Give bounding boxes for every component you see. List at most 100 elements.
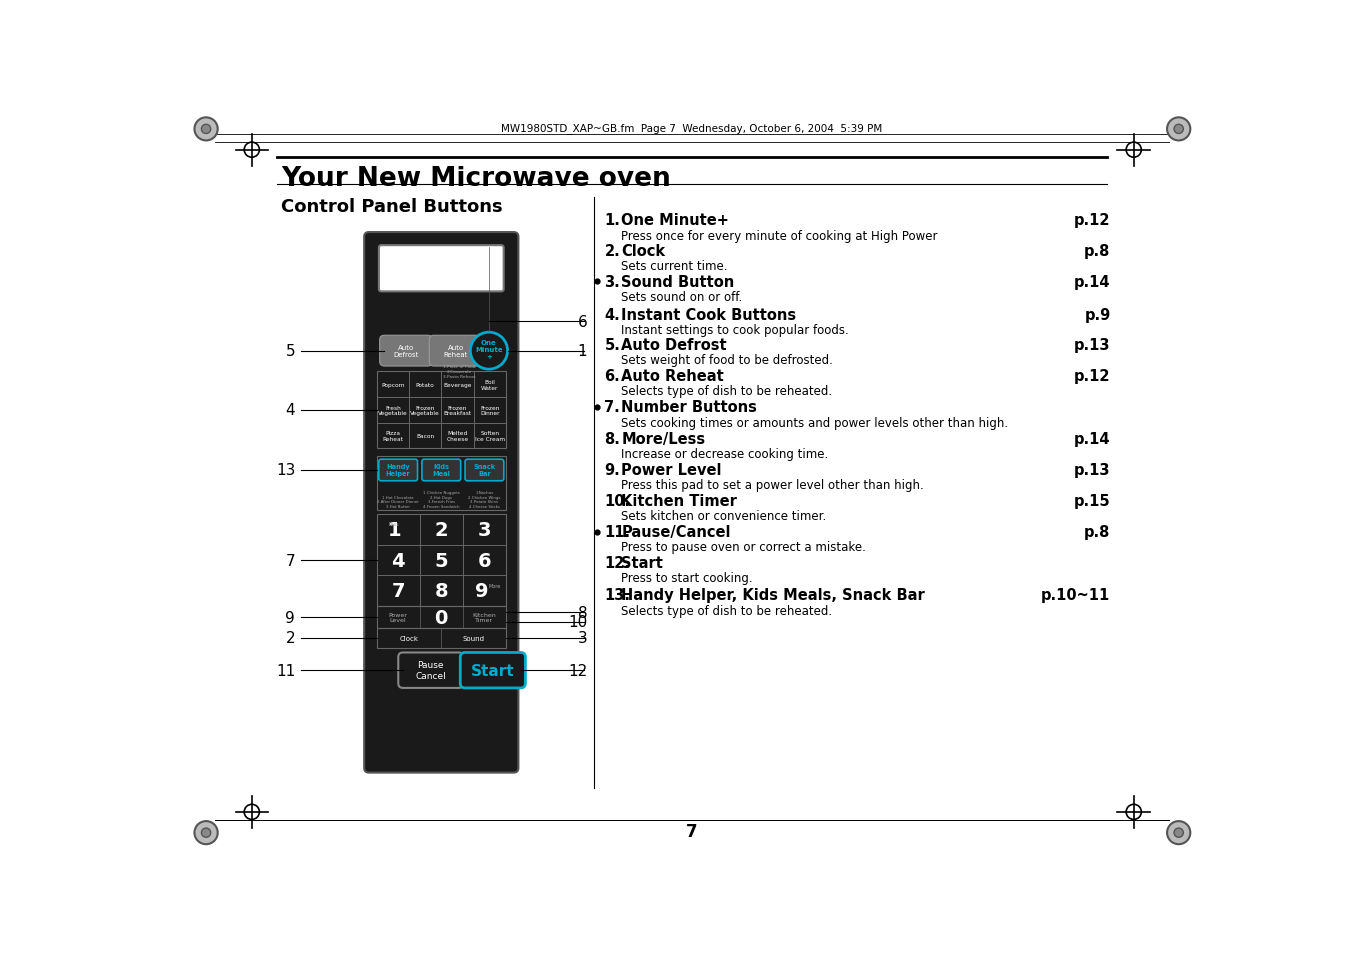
Text: 11.: 11.	[604, 524, 631, 539]
Text: 10.: 10.	[604, 493, 631, 508]
Text: p.12: p.12	[1074, 213, 1111, 228]
Circle shape	[1167, 821, 1190, 844]
Text: 8: 8	[435, 581, 449, 600]
Text: 7: 7	[686, 822, 698, 841]
Text: p.15: p.15	[1074, 493, 1111, 508]
Text: p.13: p.13	[1074, 337, 1111, 353]
FancyBboxPatch shape	[380, 335, 432, 367]
FancyBboxPatch shape	[465, 459, 504, 481]
Text: Start: Start	[471, 663, 515, 678]
Text: Frozen
Dinner: Frozen Dinner	[480, 405, 500, 416]
Circle shape	[1167, 118, 1190, 141]
Text: Control Panel Buttons: Control Panel Buttons	[281, 197, 503, 215]
Text: Fresh
Vegetable: Fresh Vegetable	[378, 405, 408, 416]
Text: p.13: p.13	[1074, 462, 1111, 477]
Text: 2: 2	[435, 520, 449, 539]
Text: 1.: 1.	[604, 213, 620, 228]
Text: 9: 9	[285, 610, 296, 625]
Text: p.14: p.14	[1074, 432, 1111, 446]
Text: Power Level: Power Level	[621, 462, 721, 477]
Text: p.8: p.8	[1084, 244, 1111, 259]
Text: 0: 0	[435, 608, 449, 627]
Text: More: More	[488, 583, 501, 588]
Text: More/Less: More/Less	[621, 432, 705, 446]
Text: Auto Reheat: Auto Reheat	[621, 369, 724, 383]
Text: Popcorn: Popcorn	[381, 382, 404, 387]
Text: Sets cooking times or amounts and power levels other than high.: Sets cooking times or amounts and power …	[621, 416, 1009, 429]
Text: 7: 7	[392, 581, 405, 600]
Text: Soften
Ice Cream: Soften Ice Cream	[474, 431, 505, 441]
Text: Potato: Potato	[416, 382, 435, 387]
Text: 5: 5	[435, 551, 449, 570]
FancyBboxPatch shape	[430, 335, 482, 367]
Circle shape	[201, 828, 211, 838]
Text: 8: 8	[578, 605, 588, 620]
Text: 1.Chicken Nuggets
2.Hot Dogs
3.French Fries
4.Frozen Sandwich: 1.Chicken Nuggets 2.Hot Dogs 3.French Fr…	[423, 491, 459, 508]
Circle shape	[195, 821, 218, 844]
Text: 6: 6	[478, 551, 492, 570]
Text: Press this pad to set a power level other than high.: Press this pad to set a power level othe…	[621, 478, 924, 492]
Text: Pause/Cancel: Pause/Cancel	[621, 524, 731, 539]
Text: Boil
Water: Boil Water	[481, 379, 499, 391]
Text: 1.Plate of Food
2.Casserole
3.Pasta Reheat: 1.Plate of Food 2.Casserole 3.Pasta Rehe…	[443, 365, 476, 378]
FancyBboxPatch shape	[378, 246, 504, 292]
Text: 12.: 12.	[604, 556, 631, 570]
Text: Beverage: Beverage	[443, 382, 471, 387]
Circle shape	[195, 118, 218, 141]
FancyBboxPatch shape	[365, 233, 519, 773]
FancyBboxPatch shape	[378, 459, 417, 481]
Text: Sets weight of food to be defrosted.: Sets weight of food to be defrosted.	[621, 354, 834, 367]
Text: 1.Nachos
2.Chicken Wings
3.Potato Skins
4.Cheese Sticks: 1.Nachos 2.Chicken Wings 3.Potato Skins …	[469, 491, 501, 508]
Text: 5.: 5.	[604, 337, 620, 353]
Circle shape	[201, 125, 211, 134]
Text: p.8: p.8	[1084, 524, 1111, 539]
FancyBboxPatch shape	[399, 653, 463, 688]
Text: Snack
Bar: Snack Bar	[473, 464, 496, 477]
Text: One Minute+: One Minute+	[621, 213, 730, 228]
Text: Sets current time.: Sets current time.	[621, 260, 728, 274]
Text: Sound: Sound	[462, 636, 485, 641]
FancyBboxPatch shape	[461, 653, 526, 688]
Text: 6.: 6.	[604, 369, 620, 383]
Text: 13.: 13.	[604, 588, 631, 602]
Text: One
Minute
+: One Minute +	[476, 339, 503, 359]
Bar	[377, 607, 507, 628]
Text: p.14: p.14	[1074, 274, 1111, 290]
Text: MW1980STD_XAP~GB.fm  Page 7  Wednesday, October 6, 2004  5:39 PM: MW1980STD_XAP~GB.fm Page 7 Wednesday, Oc…	[501, 123, 882, 133]
Text: Auto
Defrost: Auto Defrost	[393, 345, 419, 357]
Text: Pause
Cancel: Pause Cancel	[416, 660, 446, 680]
Text: Instant Cook Buttons: Instant Cook Buttons	[621, 308, 797, 323]
Text: 2: 2	[285, 631, 296, 646]
Text: Handy Helper, Kids Meals, Snack Bar: Handy Helper, Kids Meals, Snack Bar	[621, 588, 925, 602]
Text: p.10~11: p.10~11	[1042, 588, 1111, 602]
Text: 4: 4	[392, 551, 405, 570]
Text: 12: 12	[569, 663, 588, 678]
Text: Frozen
Vegetable: Frozen Vegetable	[411, 405, 440, 416]
Text: 2.: 2.	[604, 244, 620, 259]
Text: 1: 1	[388, 520, 401, 539]
Text: 11: 11	[276, 663, 296, 678]
Text: Bacon: Bacon	[416, 434, 434, 438]
Text: Selects type of dish to be reheated.: Selects type of dish to be reheated.	[621, 604, 832, 617]
Text: 8.: 8.	[604, 432, 620, 446]
Text: 7: 7	[285, 553, 296, 568]
Text: Frozen
Breakfast: Frozen Breakfast	[443, 405, 471, 416]
Text: p.12: p.12	[1074, 369, 1111, 383]
Text: Press to start cooking.: Press to start cooking.	[621, 572, 753, 585]
Text: Sound Button: Sound Button	[621, 274, 735, 290]
Text: 6: 6	[578, 314, 588, 330]
Text: Press to pause oven or correct a mistake.: Press to pause oven or correct a mistake…	[621, 541, 866, 554]
Text: Power
Level: Power Level	[389, 612, 408, 623]
Text: Number Buttons: Number Buttons	[621, 400, 758, 415]
Text: Clock: Clock	[621, 244, 666, 259]
Bar	[377, 628, 507, 648]
Text: Melted
Cheese: Melted Cheese	[446, 431, 469, 441]
Text: 3: 3	[478, 520, 492, 539]
Bar	[377, 515, 507, 607]
Text: 1.Hot Chocolate
2.After Dinner Dinner
3.Hot Butter: 1.Hot Chocolate 2.After Dinner Dinner 3.…	[377, 495, 419, 508]
Text: 3.: 3.	[604, 274, 620, 290]
Circle shape	[1174, 125, 1183, 134]
Text: p.9: p.9	[1085, 308, 1111, 323]
Text: 9.: 9.	[604, 462, 620, 477]
Text: Press once for every minute of cooking at High Power: Press once for every minute of cooking a…	[621, 230, 938, 242]
